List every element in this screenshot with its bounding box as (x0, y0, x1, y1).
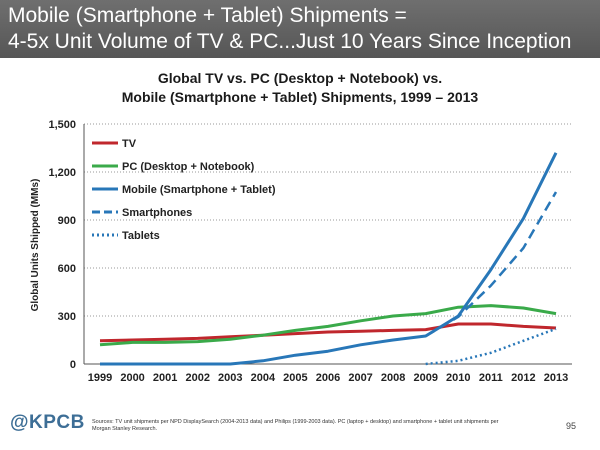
y-tick-label: 300 (58, 311, 76, 323)
y-axis-label: Global Units Shipped (MMs) (30, 179, 41, 312)
chart-title-line-1: Global TV vs. PC (Desktop + Notebook) vs… (157, 70, 443, 86)
x-tick-label: 2002 (185, 372, 209, 384)
x-tick-label: 2000 (120, 372, 144, 384)
x-tick-label: 2012 (511, 372, 535, 384)
series-line-0 (99, 322, 557, 343)
gridlines (84, 123, 572, 317)
legend-label: TV (122, 138, 137, 150)
axes (83, 124, 572, 365)
x-tick-label: 2001 (153, 372, 177, 384)
legend-label: Mobile (Smartphone + Tablet) (122, 184, 276, 196)
x-tick-labels: 1999 2000 2001 2002 2003 2004 2005 2006 2007 2008… (88, 372, 568, 384)
source-note: Sources: TV unit shipments per NPD Displ… (92, 419, 499, 432)
y-tick-label: 600 (58, 263, 76, 275)
legend: TV PC (Desktop + Notebook) Mobile (Smartph… (92, 138, 276, 242)
y-tick-labels: 0 300 600 900 1,200 1,500 (48, 119, 76, 371)
y-tick-label: 900 (58, 215, 76, 227)
shipments-line-chart: 0 300 600 900 1,200 1,500 1999 2000 2001 2002 200… (30, 119, 572, 384)
series-line-4 (425, 327, 557, 366)
legend-label: PC (Desktop + Notebook) (122, 161, 255, 173)
x-tick-label: 2008 (381, 372, 405, 384)
headline-line-1: Mobile (Smartphone + Tablet) Shipments = (8, 4, 407, 27)
x-tick-label: 2004 (251, 372, 276, 384)
x-tick-label: 2009 (413, 372, 437, 384)
series-line-3 (425, 191, 558, 338)
x-tick-label: 2010 (446, 372, 470, 384)
kpcb-logo: @KPCB (10, 412, 85, 433)
page-number: 95 (566, 421, 577, 431)
series-lines (99, 152, 558, 366)
y-tick-label: 1,500 (48, 119, 76, 131)
chart-title-line-2: Mobile (Smartphone + Tablet) Shipments, … (121, 89, 479, 105)
x-tick-label: 2011 (479, 372, 503, 384)
slide-header: Mobile (Smartphone + Tablet) Shipments =… (0, 0, 600, 58)
series-line-2 (100, 152, 558, 366)
legend-label: Tablets (122, 230, 160, 242)
x-tick-label: 2005 (283, 372, 307, 384)
x-tick-label: 2006 (316, 372, 340, 384)
legend-label: Smartphones (122, 207, 192, 219)
x-tick-label: 2013 (544, 372, 568, 384)
headline-line-2: 4-5x Unit Volume of TV & PC...Just 10 Ye… (8, 30, 572, 53)
series-line-1 (99, 304, 557, 347)
x-tick-label: 1999 (88, 372, 112, 384)
x-tick-label: 2003 (218, 372, 242, 384)
y-tick-label: 0 (70, 359, 76, 371)
x-tick-label: 2007 (348, 372, 372, 384)
y-tick-label: 1,200 (48, 167, 76, 179)
